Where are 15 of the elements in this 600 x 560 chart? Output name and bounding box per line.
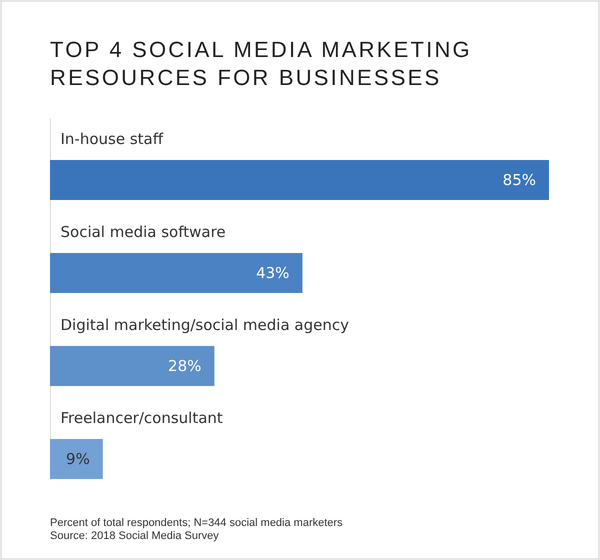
data-label: 85% xyxy=(502,171,536,189)
bar xyxy=(50,346,214,386)
text: Percent of total respondents; N=344 social media marketers xyxy=(50,517,343,530)
bar xyxy=(50,439,103,479)
data-label: 9% xyxy=(66,450,90,468)
y-tick-label: Freelancer/consultant xyxy=(60,409,223,427)
data-label: 28% xyxy=(168,357,202,375)
chart-title: TOP 4 SOCIAL MEDIA MARKETING RESOURCES FOR BUSINESSES xyxy=(50,36,473,92)
bar xyxy=(50,253,302,293)
bar xyxy=(50,160,549,200)
y-tick-label: In-house staff xyxy=(60,130,164,148)
data-label: 43% xyxy=(256,264,290,282)
source-note: Source: 2018 Social Media Survey xyxy=(50,530,220,543)
y-tick-label: Social media software xyxy=(60,223,226,241)
y-tick-label: Digital marketing/social media agency xyxy=(60,316,350,334)
